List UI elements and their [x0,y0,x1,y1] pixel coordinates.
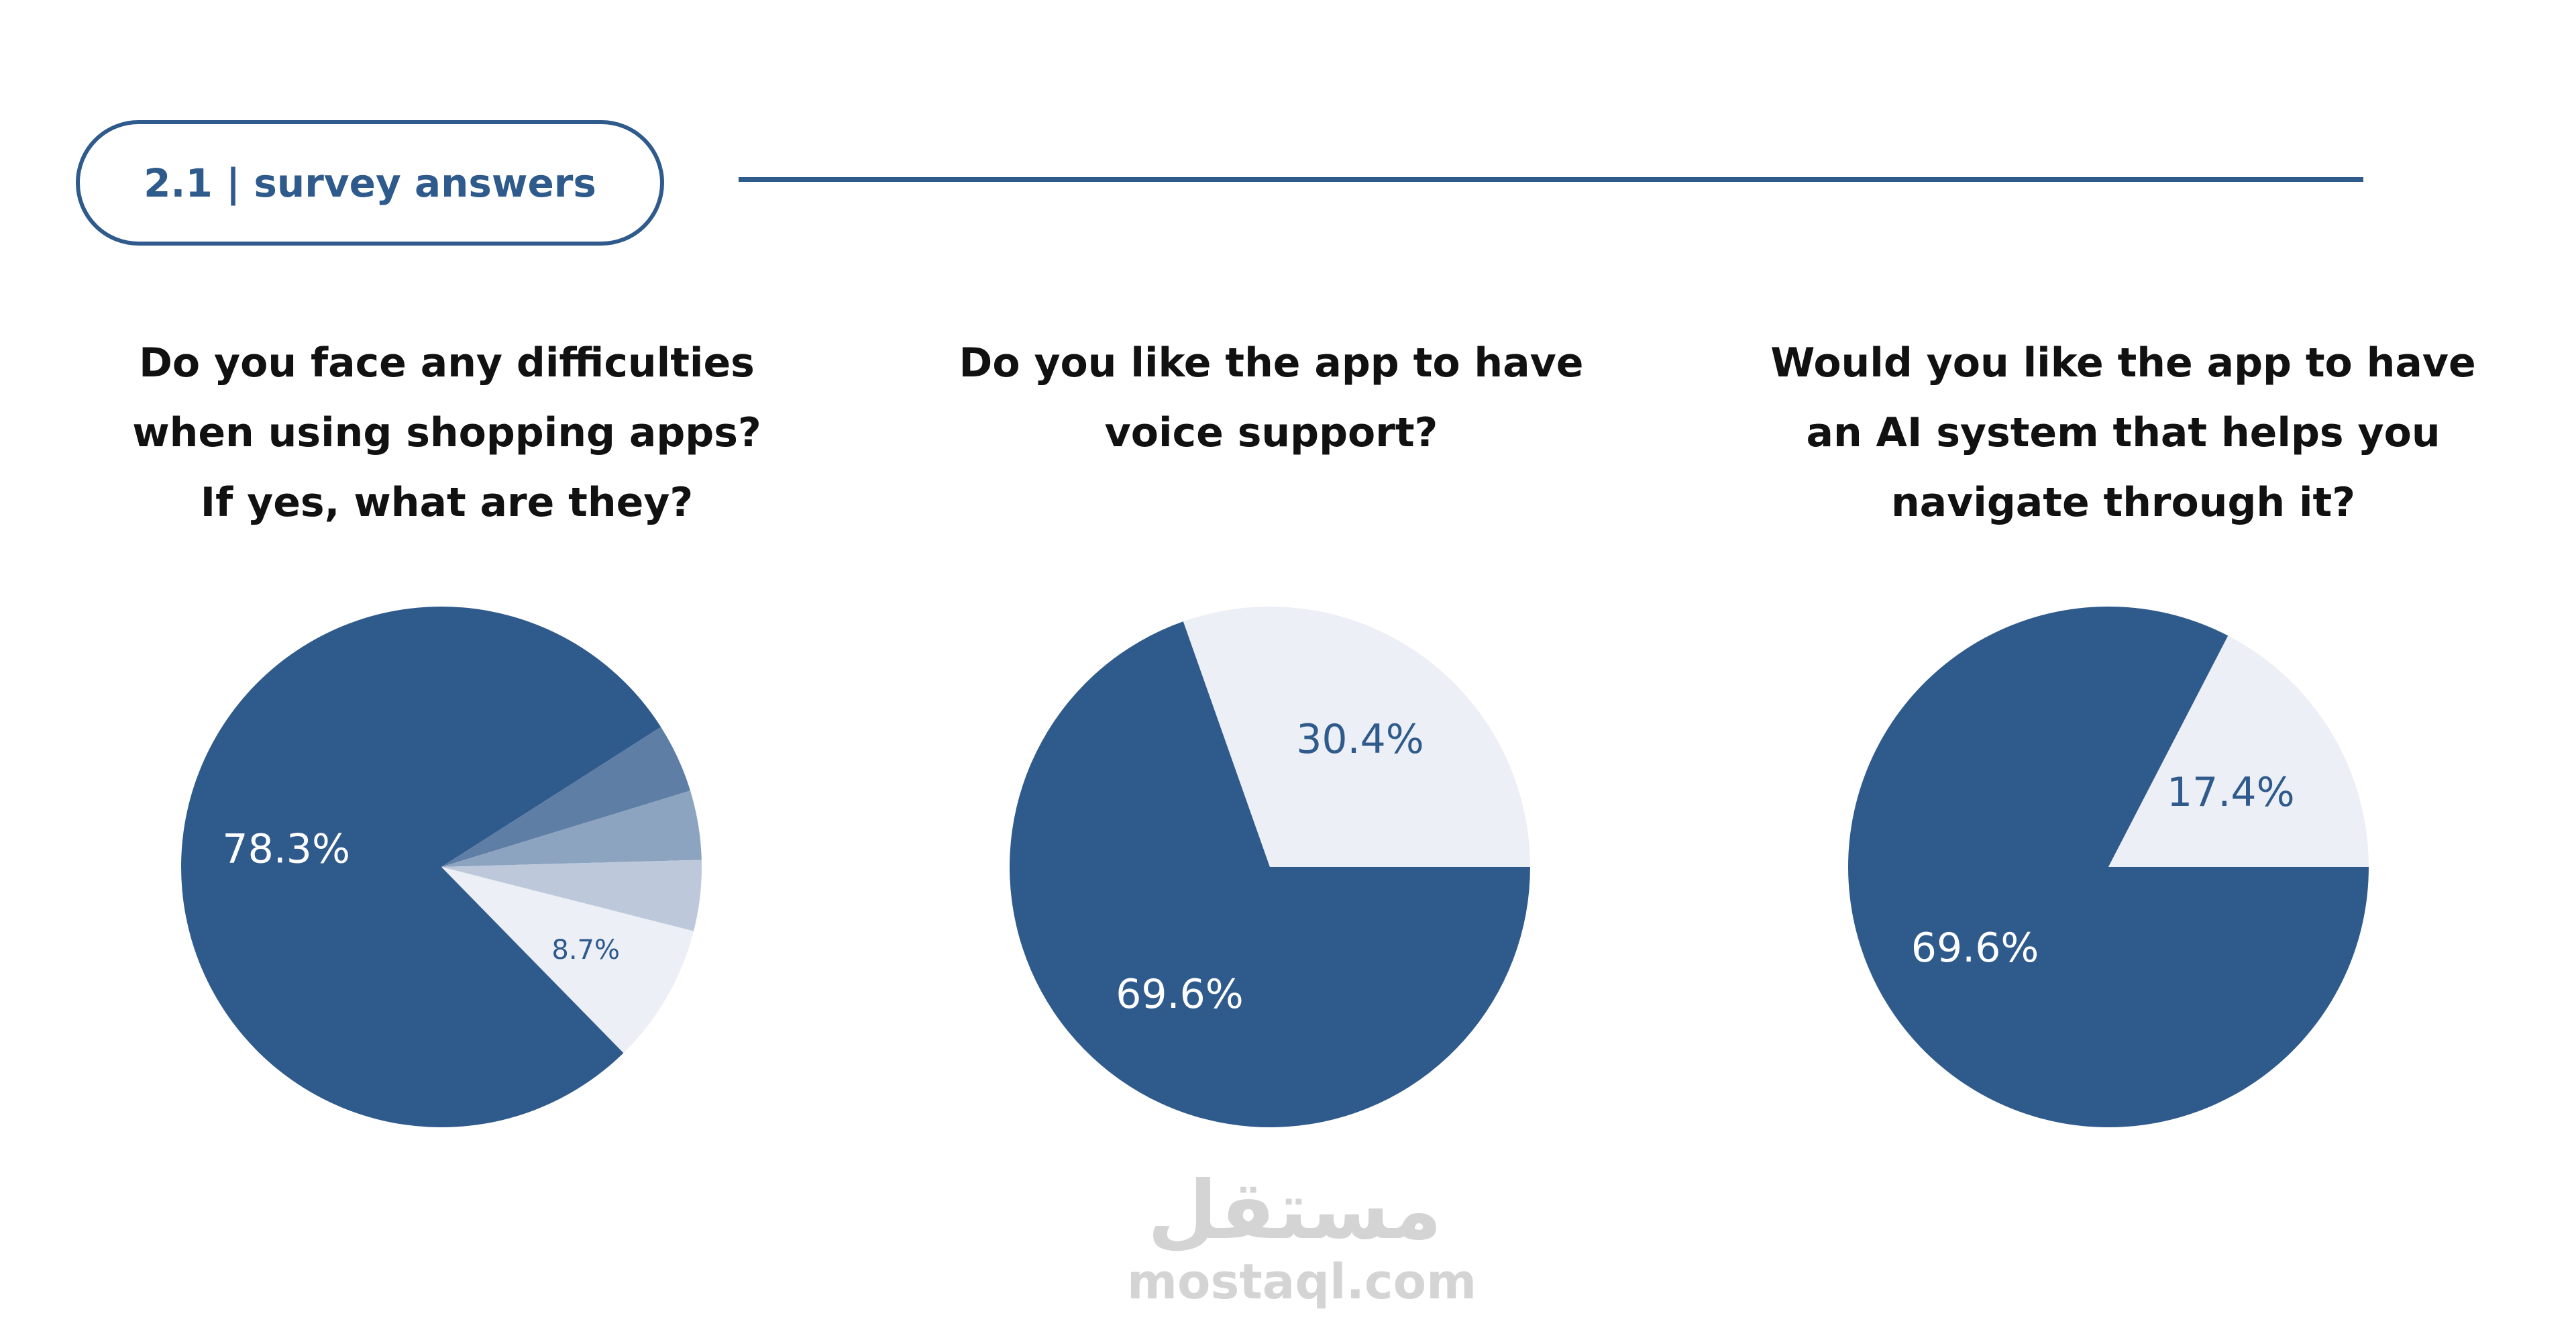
pie-chart-ai-system: 69.6% 17.4% [1847,606,2369,1127]
pie-0-label-0: 78.3% [222,826,350,873]
header-rule [739,177,2363,182]
pie-1-label-0: 69.6% [1116,971,1244,1018]
section-title: 2.1 | survey answers [144,160,596,206]
watermark-arabic: مستقل [1147,1164,1442,1257]
pie-0-label-4: 8.7% [551,935,620,966]
pie-2-slice-1 [2108,635,2369,867]
pie-2-slice-0 [1847,606,2369,1127]
pie-0-slice-1 [441,727,690,867]
question-2-line-2: voice support? [1104,409,1438,456]
question-2: Do you like the app to have voice suppor… [902,328,1640,468]
question-3-line-3: navigate through it? [1890,479,2356,526]
section-pill: 2.1 | survey answers [76,120,664,246]
pie-chart-voice-support: 69.6% 30.4% [1010,607,1530,1128]
question-3: Would you like the app to have an AI sys… [1754,328,2492,537]
pie-1-slice-0 [1010,621,1530,1128]
question-1-line-1: Do you face any difficulties [139,340,755,386]
pie-1-slice-1 [1183,607,1530,867]
question-3-line-1: Would you like the app to have [1770,340,2476,386]
question-3-line-2: an AI system that helps you [1806,409,2440,456]
question-2-line-1: Do you like the app to have [959,340,1584,386]
question-1-line-3: If yes, what are they? [200,479,694,526]
question-1-line-2: when using shopping apps? [132,409,761,456]
watermark: مستقل mostaql.com [1127,1164,1477,1310]
pie-2-label-0: 69.6% [1911,925,2039,972]
pie-0-slice-0 [181,607,661,1128]
pie-0-slice-4 [441,867,694,1053]
pie-1-label-1: 30.4% [1296,716,1424,763]
watermark-latin: mostaql.com [1127,1253,1477,1310]
pie-0-slice-3 [441,860,702,931]
pie-2-label-1: 17.4% [2167,769,2295,816]
pie-0-slice-2 [441,790,702,867]
question-1: Do you face any difficulties when using … [78,328,816,537]
pie-chart-difficulties: 78.3% 8.7% [181,607,702,1128]
